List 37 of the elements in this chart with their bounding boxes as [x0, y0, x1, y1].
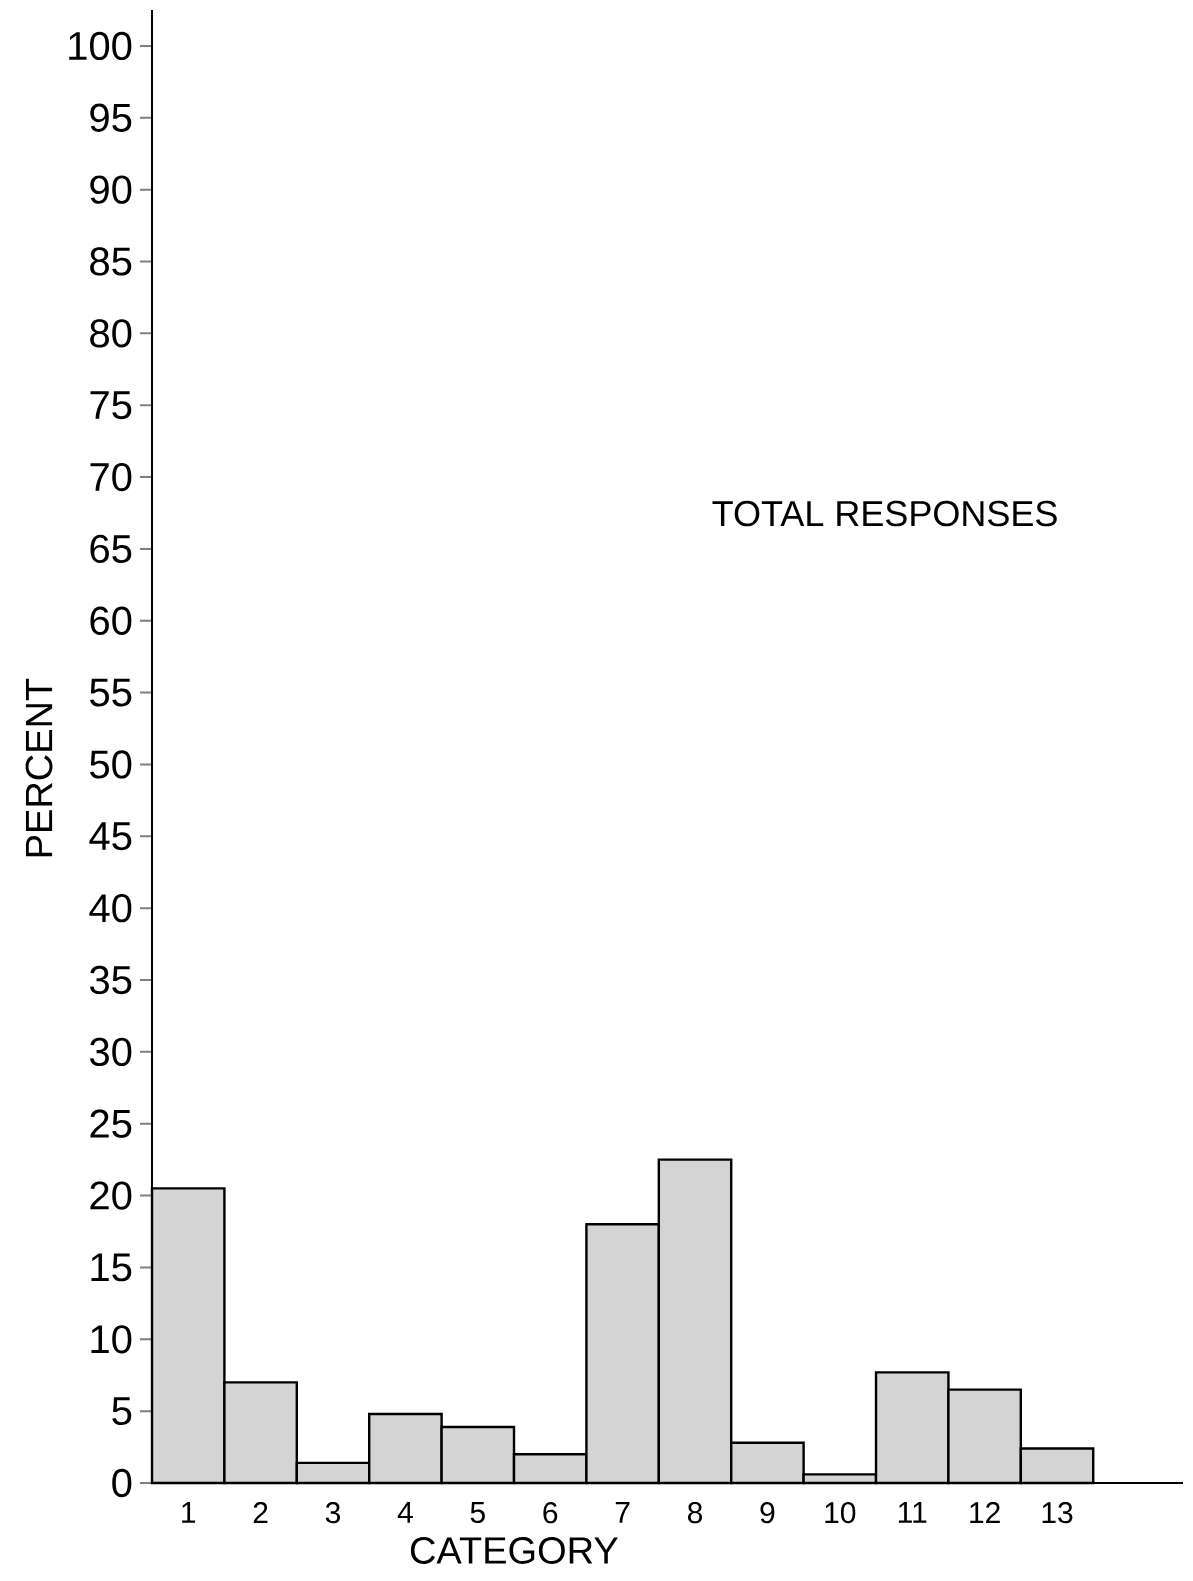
y-axis-title: PERCENT: [25, 678, 53, 857]
x-tick-label: 10: [825, 1502, 856, 1524]
y-tick-label: 20: [90, 1181, 132, 1210]
x-tick-label: 2: [253, 1502, 268, 1523]
x-tick-label: 7: [615, 1502, 630, 1523]
y-tick-label: 60: [90, 606, 132, 635]
y-tick-label: 85: [90, 247, 132, 276]
y-tick-label: 35: [89, 965, 132, 995]
y-tick-label: 80: [90, 319, 132, 348]
y-tick-label: 75: [90, 391, 132, 420]
x-tick-label: 13: [1042, 1502, 1073, 1524]
x-tick-label: 11: [898, 1502, 927, 1523]
x-tick-label: 12: [970, 1502, 1000, 1523]
y-tick-label: 15: [91, 1253, 132, 1282]
x-tick-label: 4: [397, 1502, 413, 1523]
y-tick-label: 65: [90, 534, 132, 564]
x-tick-label: 3: [325, 1502, 341, 1524]
y-tick-label: 50: [90, 750, 132, 779]
y-tick-label: 95: [90, 103, 132, 132]
y-tick-label: 55: [90, 678, 132, 707]
y-tick-label: 10: [91, 1325, 132, 1354]
x-tick-label: 6: [543, 1502, 558, 1524]
x-axis-title: CATEGORY: [410, 1537, 618, 1564]
y-tick-label: 25: [90, 1109, 132, 1138]
x-tick-label: 1: [182, 1502, 196, 1523]
y-tick-label: 90: [90, 175, 132, 204]
y-tick-label: 40: [89, 894, 132, 923]
x-tick-label: 8: [687, 1502, 703, 1524]
y-tick-label: 5: [112, 1397, 132, 1426]
x-tick-label: 9: [760, 1502, 775, 1524]
x-tick-label: 5: [470, 1502, 485, 1523]
y-tick-label: 100: [69, 31, 132, 61]
y-tick-label: 0: [112, 1468, 132, 1498]
y-tick-label: 70: [90, 462, 132, 492]
text: TOTAL RESPONSES: [712, 500, 1057, 527]
y-tick-label: 45: [89, 822, 132, 851]
y-tick-label: 30: [89, 1037, 132, 1067]
